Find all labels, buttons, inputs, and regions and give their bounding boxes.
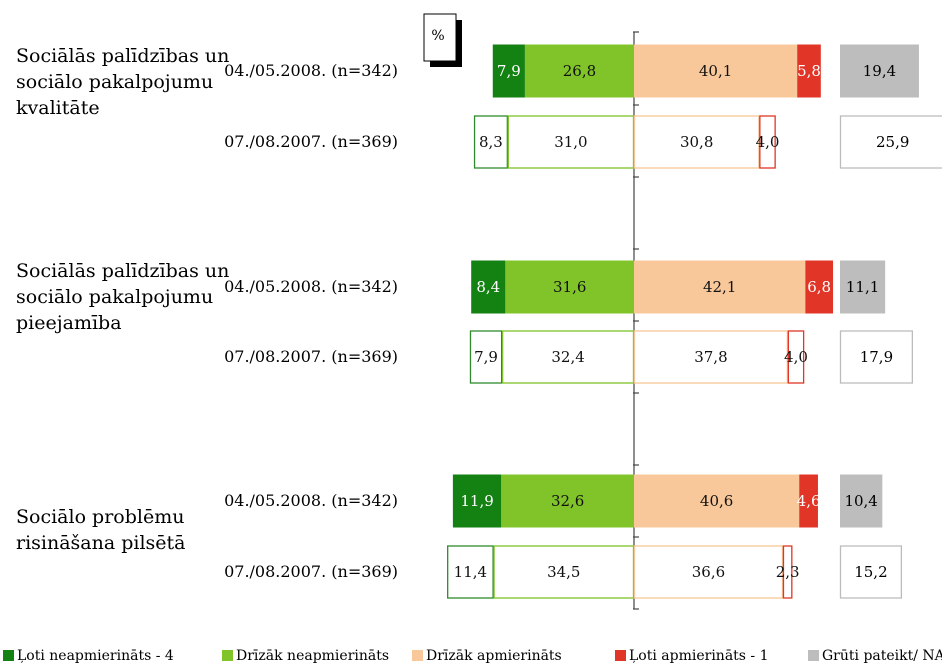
row-label: 04./05.2008. (n=342) <box>224 491 398 510</box>
na-data-label: 11,1 <box>846 278 879 296</box>
bar-segment <box>634 474 800 528</box>
data-label: 4,0 <box>756 133 780 151</box>
group-label: Sociālās palīdzības un <box>16 45 229 67</box>
data-label: 4,0 <box>784 348 808 366</box>
bar-segment <box>471 260 506 314</box>
data-label: 30,8 <box>680 133 713 151</box>
legend-label: Drīzāk apmierināts <box>426 648 562 664</box>
bar-segment <box>505 260 634 314</box>
group-label: sociālo pakalpojumu <box>16 286 213 308</box>
bar-segment <box>799 474 818 528</box>
legend-label: Grūti pateikt/ NA <box>822 648 942 664</box>
bar-segment <box>493 545 635 599</box>
group-label: Sociālo problēmu <box>16 506 184 528</box>
legend-swatch <box>222 650 233 661</box>
unit-label: % <box>431 28 444 44</box>
bar-segment <box>634 44 798 98</box>
legend-label: Ļoti neapmierināts - 4 <box>17 648 174 664</box>
data-label: 37,8 <box>694 348 727 366</box>
data-label: 36,6 <box>692 563 725 581</box>
data-label: 8,4 <box>476 278 500 296</box>
data-label: 40,1 <box>699 62 732 80</box>
data-label: 31,0 <box>554 133 587 151</box>
na-data-label: 10,4 <box>844 492 877 510</box>
bar-segment <box>507 115 635 169</box>
data-label: 4,6 <box>797 492 821 510</box>
legend-swatch <box>412 650 423 661</box>
group-label: risināšana pilsētā <box>16 532 186 554</box>
bar-segment <box>634 260 806 314</box>
row-label: 07./08.2007. (n=369) <box>224 562 398 581</box>
row-label: 07./08.2007. (n=369) <box>224 347 398 366</box>
bar-segment <box>501 474 634 528</box>
bar-segment <box>447 545 494 599</box>
na-data-label: 25,9 <box>876 133 909 151</box>
bar-segment <box>633 545 784 599</box>
bar-segment <box>787 330 805 384</box>
bar-segment <box>633 115 760 169</box>
data-label: 6,8 <box>807 278 831 296</box>
data-label: 8,3 <box>479 133 503 151</box>
bar-segment <box>452 474 502 528</box>
bar-segment <box>805 260 834 314</box>
na-bar <box>840 260 886 314</box>
row-label: 04./05.2008. (n=342) <box>224 277 398 296</box>
data-label: 32,4 <box>551 348 584 366</box>
na-bar <box>840 44 919 98</box>
legend-label: Ļoti apmierināts - 1 <box>629 648 769 664</box>
group-label: pieejamība <box>16 312 122 334</box>
data-label: 40,6 <box>700 492 733 510</box>
na-bar <box>839 115 942 169</box>
na-bar <box>840 474 883 528</box>
legend-swatch <box>3 650 14 661</box>
data-label: 11,9 <box>460 492 493 510</box>
bar-segment <box>759 115 776 169</box>
group-label: sociālo pakalpojumu <box>16 71 213 93</box>
data-label: 34,5 <box>547 563 580 581</box>
bar-segment <box>782 545 793 599</box>
na-bar <box>839 330 914 384</box>
group-label: Sociālās palīdzības un <box>16 260 229 282</box>
data-label: 5,8 <box>797 62 821 80</box>
unit-box <box>423 13 457 62</box>
bar-segment <box>633 330 788 384</box>
bar-segment <box>524 44 634 98</box>
legend-swatch <box>808 650 819 661</box>
data-label: 2,3 <box>776 563 800 581</box>
data-label: 7,9 <box>497 62 521 80</box>
bar-segment <box>492 44 525 98</box>
data-label: 11,4 <box>454 563 487 581</box>
data-label: 32,6 <box>551 492 584 510</box>
legend-swatch <box>615 650 626 661</box>
data-label: 42,1 <box>703 278 736 296</box>
data-label: 26,8 <box>563 62 596 80</box>
bar-segment <box>501 330 635 384</box>
group-label: kvalitāte <box>16 97 100 119</box>
row-label: 07./08.2007. (n=369) <box>224 132 398 151</box>
data-label: 31,6 <box>553 278 586 296</box>
data-label: 7,9 <box>474 348 498 366</box>
bar-segment <box>473 115 508 169</box>
legend-label: Drīzāk neapmierināts <box>236 648 389 664</box>
bar-segment <box>797 44 821 98</box>
na-bar <box>839 545 903 599</box>
na-data-label: 19,4 <box>863 62 896 80</box>
bar-segment <box>469 330 503 384</box>
na-data-label: 15,2 <box>854 563 887 581</box>
row-label: 04./05.2008. (n=342) <box>224 61 398 80</box>
na-data-label: 17,9 <box>860 348 893 366</box>
